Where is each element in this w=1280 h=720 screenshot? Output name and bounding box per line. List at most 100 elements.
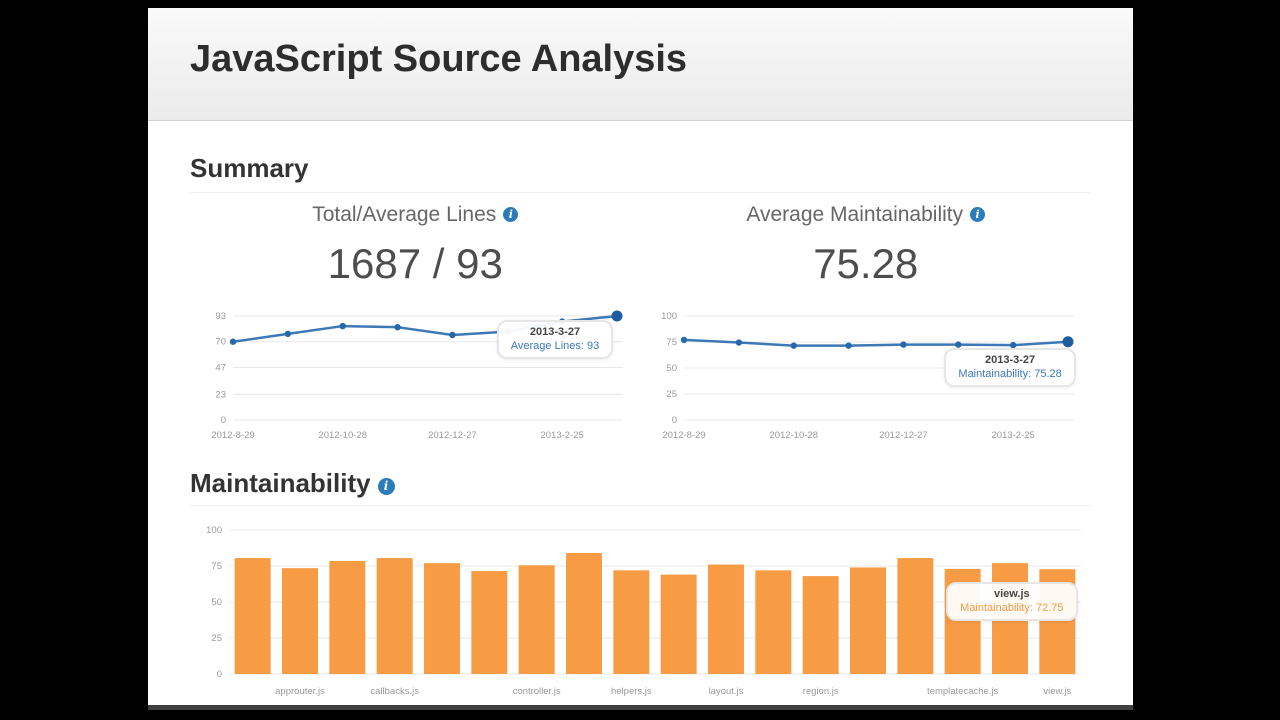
svg-text:2013-2-25: 2013-2-25 [541,430,584,441]
svg-text:25: 25 [211,633,222,644]
bars [234,553,1075,674]
summary-heading: Summary [190,153,1091,193]
bar[interactable] [470,571,507,674]
bar[interactable] [802,576,839,674]
maintainability-by-file-svg: 0 25 50 75 100 approuter.js callbacks.js contro… [206,525,1081,697]
info-icon[interactable]: i [503,207,519,222]
data-point [680,336,687,344]
summary-cards: Total/Average Lines i 1687 / 93 2013-3-27… [190,193,1091,442]
report-page: JavaScript Source Analysis Summary Total… [148,8,1133,710]
svg-text:0: 0 [221,415,226,426]
average-maintainability-title: Average Maintainability i [641,203,1092,227]
svg-text:region.js: region.js [802,686,838,697]
x-axis: 2012-8-29 2012-10-28 2012-12-27 2013-2-25 [662,430,1034,441]
svg-text:2012-8-29: 2012-8-29 [662,430,705,441]
chart-tooltip: 2013-3-27 Maintainability: 75.28 [944,348,1076,387]
data-point [845,342,852,349]
y-axis: 0 25 50 75 100 [206,525,1081,680]
average-maintainability-card: Average Maintainability i 75.28 2013-3-27… [641,193,1092,442]
svg-text:47: 47 [216,362,227,373]
info-icon[interactable]: i [377,478,395,495]
bar[interactable] [423,563,460,674]
svg-text:23: 23 [216,389,227,400]
svg-text:controller.js: controller.js [512,686,560,697]
data-point [954,341,962,348]
data-point [1009,341,1017,349]
average-maintainability-value: 75.28 [813,240,919,287]
data-point [339,322,347,330]
chart-tooltip: 2013-3-27 Average Lines: 93 [496,320,614,359]
svg-text:view.js: view.js [1043,686,1071,697]
bar[interactable] [565,553,602,674]
total-average-lines-title: Total/Average Lines i [190,203,641,227]
data-point [899,341,907,348]
tooltip-value: Average Lines: 93 [510,340,600,352]
data-point [449,331,456,339]
maintainability-bar-chart[interactable]: view.js Maintainability: 72.75 0 25 50 75 10… [199,524,1083,700]
bar[interactable] [896,558,933,674]
svg-text:callbacks.js: callbacks.js [370,686,419,697]
bar[interactable] [518,565,555,674]
svg-text:approuter.js: approuter.js [275,686,325,697]
data-point [611,310,623,322]
svg-text:75: 75 [666,337,677,348]
line-series [682,338,1069,347]
data-point [1062,336,1074,348]
bar[interactable] [849,567,886,674]
tooltip-title: view.js [993,588,1030,600]
svg-text:2012-10-28: 2012-10-28 [769,430,818,441]
data-point [735,339,742,346]
data-point [394,323,402,331]
svg-text:50: 50 [666,363,677,374]
bar[interactable] [754,570,791,674]
svg-text:0: 0 [216,669,221,680]
bar[interactable] [234,558,271,674]
bar[interactable] [612,570,649,674]
svg-text:2012-12-27: 2012-12-27 [879,430,928,441]
svg-text:2012-8-29: 2012-8-29 [212,430,255,441]
svg-text:93: 93 [216,311,227,322]
tooltip-value: Maintainability: 75.28 [958,368,1062,380]
summary-heading-label: Summary [190,153,309,183]
x-axis: approuter.js callbacks.js controller.js hel… [275,686,1071,697]
svg-text:2012-12-27: 2012-12-27 [428,430,477,441]
svg-text:helpers.js: helpers.js [610,686,651,697]
tooltip-title: 2013-3-27 [529,326,581,338]
svg-text:50: 50 [211,597,222,608]
card-title-text: Average Maintainability [746,203,964,226]
bar[interactable] [328,560,365,674]
info-icon[interactable]: i [970,207,986,222]
svg-text:0: 0 [671,415,676,426]
data-point [230,338,237,345]
bar[interactable] [707,564,744,674]
page-title: JavaScript Source Analysis [190,38,688,80]
maintainability-heading: Maintainability i [190,468,1091,506]
tooltip-value: Maintainability: 72.75 [960,602,1064,614]
bar[interactable] [376,558,413,674]
average-maintainability-chart[interactable]: 2013-3-27 Maintainability: 75.28 0 25 50 75… [654,308,1078,442]
total-average-lines-chart[interactable]: 2013-3-27 Average Lines: 93 0 23 47 70 93 201… [203,308,627,442]
bar[interactable] [660,574,697,674]
svg-text:25: 25 [666,389,677,400]
svg-text:2012-10-28: 2012-10-28 [319,430,368,441]
svg-text:100: 100 [206,525,222,536]
svg-text:layout.js: layout.js [708,686,743,697]
card-title-text: Total/Average Lines [312,203,497,226]
total-average-lines-card: Total/Average Lines i 1687 / 93 2013-3-27… [190,193,641,442]
svg-text:templatecache.js: templatecache.js [927,686,999,697]
total-average-lines-value: 1687 / 93 [327,240,503,287]
maintainability-heading-label: Maintainability [190,468,371,498]
page-header: JavaScript Source Analysis [148,8,1133,121]
chart-tooltip: view.js Maintainability: 72.75 [946,582,1078,621]
svg-text:100: 100 [661,311,677,322]
data-point [790,342,797,349]
svg-text:70: 70 [216,337,227,348]
svg-text:2013-2-25: 2013-2-25 [991,430,1034,441]
report-content: Summary Total/Average Lines i 1687 / 93 2… [148,153,1133,700]
bar[interactable] [281,568,318,674]
y-axis: 0 23 47 70 93 [216,311,624,426]
data-point [284,330,292,338]
tooltip-title: 2013-3-27 [985,354,1036,366]
